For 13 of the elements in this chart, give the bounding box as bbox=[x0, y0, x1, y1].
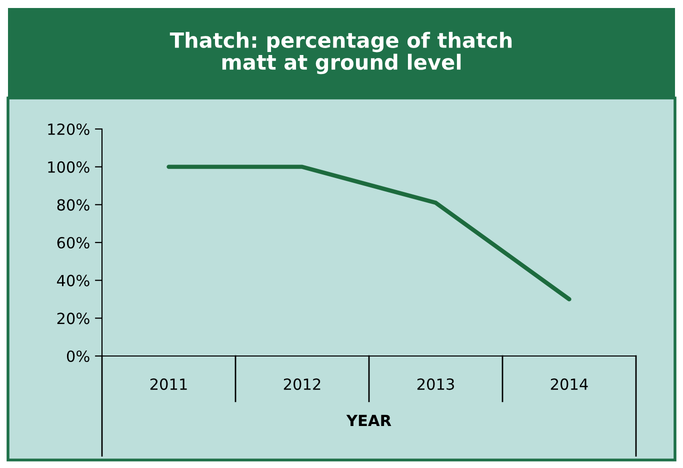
y-tick-label: 120% bbox=[48, 123, 90, 136]
y-tick-label: 40% bbox=[56, 274, 90, 286]
y-tick-label: 0% bbox=[66, 350, 90, 362]
y-tick-label: 20% bbox=[57, 312, 90, 324]
x-axis-title: YEAR bbox=[346, 414, 392, 426]
chart-title: Thatch: percentage of thatch matt at ground level bbox=[170, 32, 512, 74]
y-tick-label: 100% bbox=[48, 161, 90, 173]
x-tick-label: 2011 bbox=[150, 378, 187, 390]
y-tick-label: 60% bbox=[57, 236, 90, 249]
x-tick-label: 2013 bbox=[417, 378, 454, 390]
y-tick-label: 80% bbox=[57, 199, 90, 211]
x-tick-label: 2012 bbox=[284, 378, 320, 390]
x-tick-label: 2014 bbox=[550, 378, 588, 390]
